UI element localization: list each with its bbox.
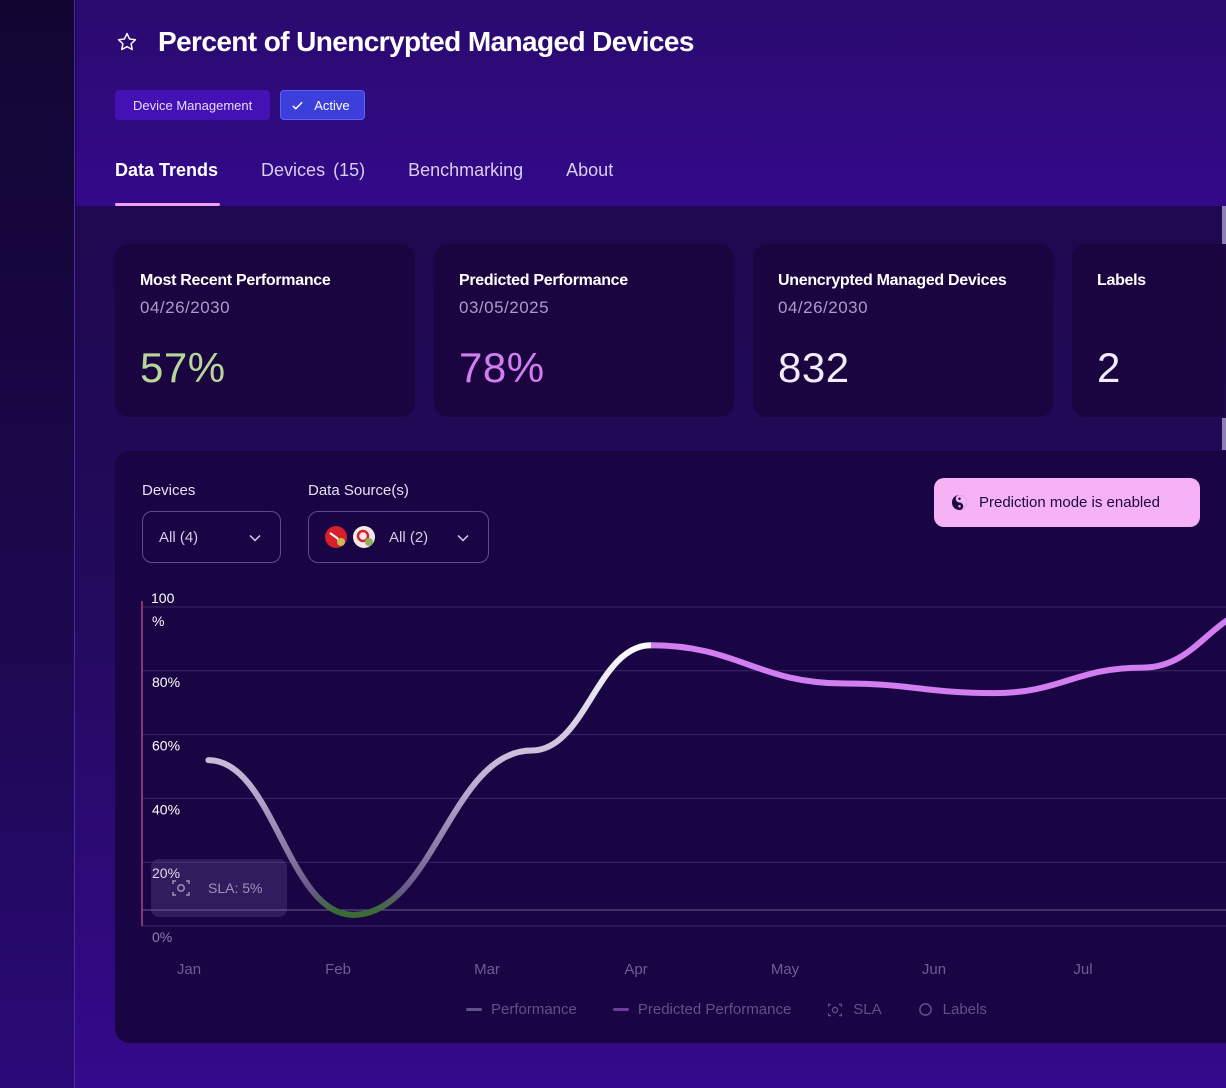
sla-chip-label: SLA: 5%	[208, 880, 263, 896]
prediction-mode-chip[interactable]: Prediction mode is enabled	[934, 478, 1200, 527]
tab-label: Data Trends	[115, 160, 219, 180]
y-tick-label: 40%	[152, 801, 180, 817]
kpi-date: 04/26/2030	[140, 298, 231, 317]
kpi-row: Most Recent Performance 04/26/2030 57% P…	[115, 244, 1225, 417]
check-icon	[292, 101, 303, 110]
kpi-card-unencrypted: Unencrypted Managed Devices 04/26/2030 8…	[753, 244, 1053, 417]
kpi-value: 57%	[140, 344, 226, 391]
x-tick-label: Mar	[474, 961, 500, 978]
tab-benchmarking[interactable]: Benchmarking	[408, 160, 523, 206]
kpi-value: 2	[1097, 344, 1121, 391]
chevron-down-icon	[249, 534, 261, 542]
performance-line	[205, 642, 654, 918]
page-header: Percent of Unencrypted Managed Devices D…	[76, 0, 1226, 206]
data-sources-dropdown[interactable]: All (2)	[308, 511, 489, 563]
category-badge: Device Management	[115, 90, 271, 120]
predicted-performance-line	[650, 617, 1226, 697]
circle-icon	[918, 1003, 932, 1016]
legend-label: SLA	[853, 1001, 882, 1018]
legend-label: Labels	[942, 1001, 987, 1018]
sla-icon	[828, 1003, 843, 1016]
badges: Device Management Active	[115, 90, 365, 120]
star-icon[interactable]	[116, 31, 138, 53]
devices-filter-label: Devices	[142, 482, 196, 499]
legend-swatch	[612, 1008, 629, 1011]
scrollbar-thumb[interactable]	[1222, 206, 1226, 244]
legend-swatch	[466, 1008, 482, 1011]
data-sources-filter-label: Data Source(s)	[308, 482, 409, 499]
tab-label: Benchmarking	[408, 160, 524, 180]
trend-chart: 100%80%60%40%20%0%JanFebMarAprMayJunJulA	[141, 590, 1226, 978]
tab-devices[interactable]: Devices (15)	[261, 160, 365, 206]
tab-about[interactable]: About	[566, 160, 613, 206]
kpi-card-labels: Labels 2	[1072, 244, 1225, 417]
tab-count: (15)	[333, 160, 366, 180]
scrollbar-thumb[interactable]	[1222, 418, 1226, 450]
tab-label: About	[566, 160, 614, 180]
y-axis-unit-label: %	[152, 613, 164, 629]
data-source-icon-1	[325, 526, 347, 548]
y-tick-label: 80%	[152, 674, 180, 690]
chart-legend: Performance Predicted Performance SLA La…	[466, 1001, 1023, 1018]
kpi-title: Unencrypted Managed Devices	[778, 272, 1007, 289]
sla-chip[interactable]: SLA: 5%	[151, 859, 287, 917]
chart-panel: Devices All (4) Data Source(s) All (2) P…	[115, 451, 1226, 1043]
prediction-icon	[951, 494, 968, 511]
kpi-card-predicted: Predicted Performance 03/05/2025 78%	[434, 244, 734, 417]
x-tick-label: Apr	[624, 961, 647, 978]
tab-label: Devices	[261, 160, 326, 180]
tab-bar: Data Trends Devices (15) Benchmarking Abo…	[115, 160, 656, 206]
y-tick-label: 0%	[152, 929, 172, 945]
kpi-title: Predicted Performance	[459, 272, 628, 289]
data-source-icon-2	[353, 526, 375, 548]
data-sources-dropdown-value: All (2)	[389, 528, 429, 546]
y-tick-label: 60%	[152, 738, 180, 754]
legend-labels[interactable]: Labels	[918, 1001, 987, 1018]
devices-dropdown[interactable]: All (4)	[142, 511, 281, 563]
y-axis-top-label: 100	[151, 590, 175, 606]
page-title: Percent of Unencrypted Managed Devices	[158, 26, 694, 57]
x-tick-label: May	[771, 961, 800, 978]
kpi-value: 832	[778, 344, 850, 391]
legend-sla[interactable]: SLA	[827, 1001, 882, 1018]
x-tick-label: Jan	[177, 961, 201, 978]
prediction-mode-label: Prediction mode is enabled	[979, 494, 1160, 511]
kpi-title: Labels	[1097, 272, 1146, 289]
legend-performance[interactable]: Performance	[466, 1001, 577, 1018]
status-badge: Active	[280, 90, 365, 120]
kpi-value: 78%	[459, 344, 545, 391]
legend-label: Performance	[491, 1001, 577, 1018]
legend-label: Predicted Performance	[637, 1001, 792, 1018]
kpi-date: 04/26/2030	[778, 298, 869, 317]
x-tick-label: Feb	[325, 961, 351, 978]
kpi-date: 03/05/2025	[459, 298, 550, 317]
sla-icon	[172, 880, 190, 896]
kpi-card-most-recent: Most Recent Performance 04/26/2030 57%	[115, 244, 415, 417]
kpi-title: Most Recent Performance	[140, 272, 331, 289]
legend-predicted-performance[interactable]: Predicted Performance	[612, 1001, 792, 1018]
y-tick-label: 20%	[152, 865, 180, 881]
title-row: Percent of Unencrypted Managed Devices	[116, 26, 694, 58]
chevron-down-icon	[457, 534, 469, 542]
x-tick-label: Jul	[1073, 961, 1092, 978]
status-badge-label: Active	[314, 97, 350, 113]
x-tick-label: Jun	[922, 961, 946, 978]
tab-data-trends[interactable]: Data Trends	[115, 160, 221, 206]
left-rail	[0, 0, 75, 1088]
devices-dropdown-value: All (4)	[159, 528, 199, 546]
